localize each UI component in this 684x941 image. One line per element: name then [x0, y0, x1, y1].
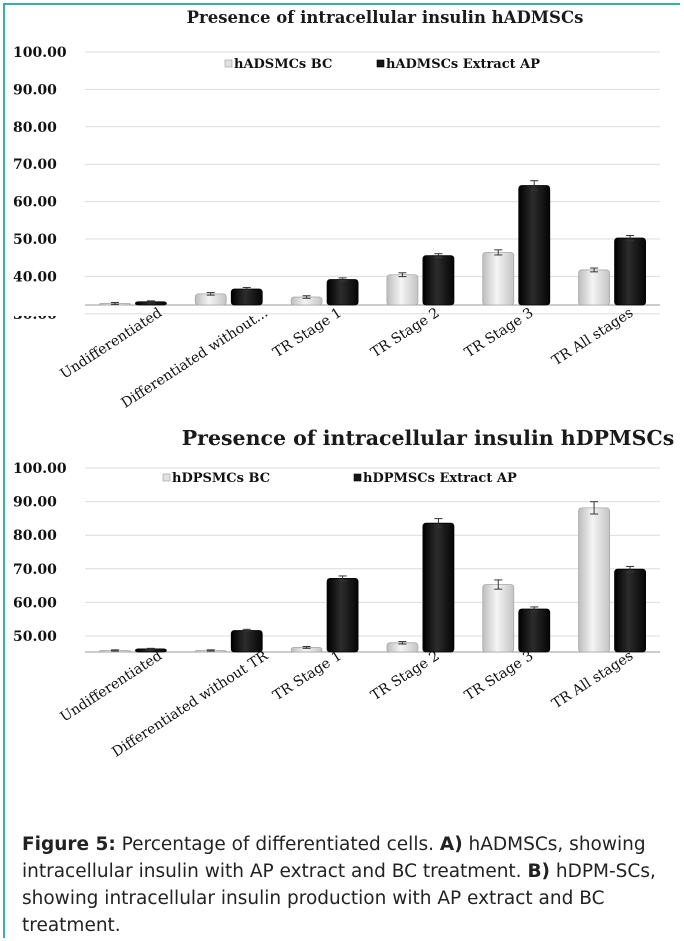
- category-label: TR Stage 2: [368, 648, 443, 704]
- category-label: TR All stages: [549, 305, 636, 369]
- category-label: Undifferentiated: [58, 305, 166, 383]
- chart-hadmscs: Presence of intracellular insulin hADMSC…: [10, 8, 660, 412]
- legend-label-ap: hADMSCs Extract AP: [386, 57, 540, 72]
- caption-b-label: B): [527, 861, 551, 882]
- legend-swatch-ap: [376, 59, 385, 68]
- caption-text-1: Percentage of differentiated cells.: [115, 834, 440, 855]
- category-label: Undifferentiated: [58, 648, 166, 726]
- chart-title: Presence of intracellular insulin hDPMSC…: [182, 426, 675, 450]
- caption-text-2: hADMSCs, showing intracellular insulin w…: [22, 834, 646, 882]
- category-label: TR All stages: [549, 648, 636, 712]
- bar-ap: [326, 577, 359, 653]
- y-tick-label: 100.00: [13, 461, 67, 477]
- bar-bc: [386, 274, 419, 306]
- caption-label: Figure 5:: [22, 834, 116, 855]
- bar-ap: [422, 255, 455, 306]
- bar-ap: [422, 522, 455, 653]
- legend-swatch-ap: [353, 473, 362, 482]
- y-tick-label: 100.00: [13, 45, 67, 61]
- y-tick-label: 50.00: [13, 629, 57, 645]
- y-tick-label: 90.00: [13, 495, 57, 511]
- legend-swatch-bc: [162, 473, 171, 482]
- chart-title: Presence of intracellular insulin hADMSC…: [187, 8, 584, 27]
- bar-ap: [230, 288, 263, 306]
- y-tick-label: 80.00: [13, 120, 57, 136]
- bar-bc: [578, 269, 610, 306]
- caption-text-3: hDPM-SCs, showing intracellular insulin …: [22, 861, 656, 936]
- y-tick-label: 40.00: [13, 269, 57, 285]
- bar-bc: [578, 507, 610, 653]
- axis-clip-cover: [10, 306, 80, 316]
- figure-caption: Figure 5: Percentage of differentiated c…: [22, 831, 672, 939]
- y-tick-label: 90.00: [13, 82, 57, 98]
- bar-ap: [614, 568, 646, 653]
- caption-a-label: A): [439, 834, 463, 855]
- legend-label-ap: hDPMSCs Extract AP: [363, 471, 517, 486]
- figure-frame: [3, 3, 680, 938]
- bar-ap: [614, 237, 646, 306]
- category-label: TR Stage 1: [270, 648, 345, 704]
- bar-ap: [518, 185, 551, 306]
- bar-ap: [518, 608, 551, 653]
- category-label: TR Stage 3: [462, 648, 537, 704]
- bar-bc: [482, 252, 515, 306]
- chart-hdpmscs: Presence of intracellular insulin hDPMSC…: [13, 426, 675, 761]
- legend-label-bc: hADSMCs BC: [234, 57, 332, 72]
- legend-label-bc: hDPSMCs BC: [172, 471, 270, 486]
- y-tick-label: 80.00: [13, 528, 57, 544]
- y-tick-label: 70.00: [13, 562, 57, 578]
- bar-ap: [230, 630, 263, 653]
- y-tick-label: 60.00: [13, 195, 57, 211]
- y-tick-label: 70.00: [13, 157, 57, 173]
- bar-ap: [326, 279, 359, 306]
- y-tick-label: 50.00: [13, 232, 57, 248]
- legend-swatch-bc: [224, 59, 233, 68]
- bar-bc: [482, 584, 515, 653]
- y-tick-label: 60.00: [13, 595, 57, 611]
